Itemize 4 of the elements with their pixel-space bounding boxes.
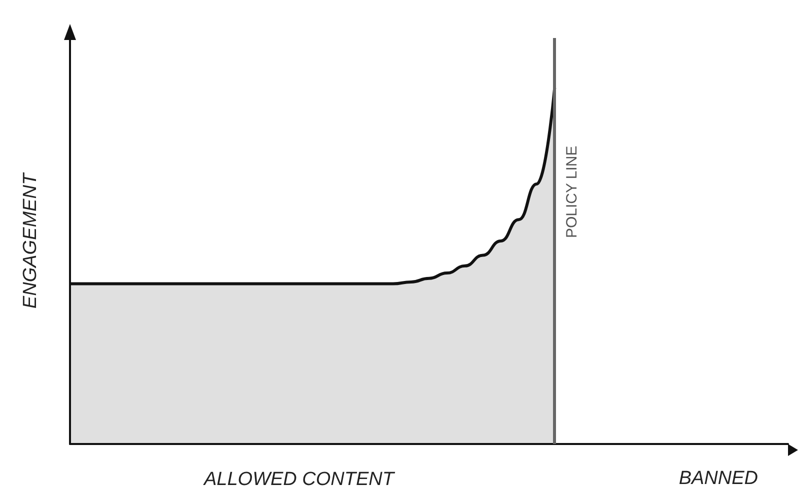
text: BANNED (678, 468, 758, 489)
y-axis-title: ENGAGEMENT (20, 172, 41, 309)
annotation: POLICY LINE (564, 146, 581, 238)
x-axis-title: ALLOWED CONTENT (202, 469, 396, 490)
